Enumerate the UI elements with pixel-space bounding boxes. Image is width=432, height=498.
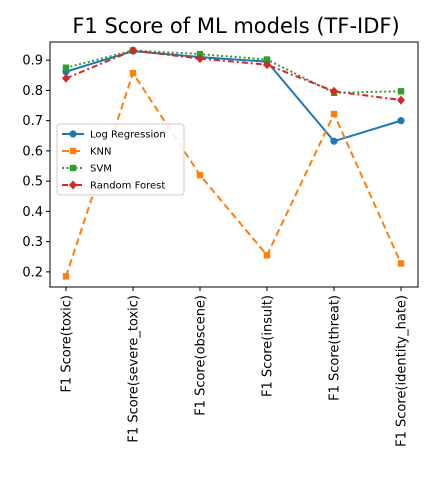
data-point-knn: [62, 273, 70, 280]
legend-entry-random-forest: Random Forest: [62, 180, 165, 192]
legend: Log Regression KNN SVM Random Forest: [56, 123, 185, 196]
series-knn: [62, 69, 405, 280]
x-tick-label: F1 Score(severe_toxic): [127, 295, 142, 443]
y-tick-label: 0.7: [22, 114, 43, 129]
legend-label-knn: KNN: [90, 147, 112, 158]
axes-frame: [49, 41, 419, 288]
y-tick-label: 0.3: [22, 235, 43, 250]
data-point-svm: [196, 50, 204, 58]
legend-marker-svm: [69, 164, 77, 172]
y-tick-label: 0.8: [22, 84, 43, 99]
legend-label-svm: SVM: [90, 164, 112, 175]
data-point-knn: [263, 252, 271, 259]
data-point-random-forest: [196, 54, 204, 64]
x-tick-label: F1 Score(obscene): [194, 295, 209, 416]
y-tick-label: 0.2: [22, 265, 43, 280]
data-point-svm: [397, 88, 405, 95]
legend-marker-knn: [69, 147, 77, 155]
axes: 0.2 0.3 0.4 0.5 0.6 0.7 0.8 0.9 F1 Score(toxic) F…: [22, 41, 419, 447]
legend-marker-random-forest: [69, 180, 77, 190]
series-marks: [62, 45, 405, 280]
legend-entry-knn: KNN: [62, 147, 112, 158]
data-point-random-forest: [330, 86, 338, 96]
x-tick-label: F1 Score(identity_hate): [395, 295, 410, 447]
data-point-random-forest: [263, 60, 271, 70]
chart-title: F1 Score of ML models (TF-IDF): [72, 14, 399, 38]
data-point-random-forest: [397, 95, 405, 105]
legend-label-log-regression: Log Regression: [90, 130, 166, 141]
data-point-random-forest: [129, 45, 137, 55]
x-tick-label: F1 Score(toxic): [60, 295, 75, 393]
data-point-knn: [397, 260, 405, 267]
data-point-svm: [62, 64, 70, 71]
data-point-knn: [196, 171, 204, 179]
data-point-knn: [129, 69, 137, 77]
data-point-svm: [263, 56, 271, 63]
y-tick-label: 0.9: [22, 54, 43, 69]
y-tick-label: 0.6: [22, 144, 43, 159]
x-tick-label: F1 Score(threat): [328, 295, 343, 401]
legend-box: [56, 123, 185, 196]
y-tick-label: 0.5: [22, 175, 43, 190]
data-point-knn: [330, 110, 338, 118]
x-tick-label: F1 Score(insult): [261, 295, 276, 397]
legend-label-random-forest: Random Forest: [90, 181, 165, 192]
legend-entry-log-regression: Log Regression: [62, 130, 166, 141]
y-tick-label: 0.4: [22, 205, 43, 220]
series-random-forest: [62, 45, 405, 105]
data-point-log-regression: [330, 137, 338, 145]
series-line-random-forest: [65, 49, 402, 102]
data-point-random-forest: [62, 73, 70, 83]
legend-marker-log-regression: [69, 130, 77, 138]
series-line-knn: [65, 72, 402, 277]
legend-entry-svm: SVM: [62, 164, 112, 175]
data-point-log-regression: [397, 117, 405, 125]
